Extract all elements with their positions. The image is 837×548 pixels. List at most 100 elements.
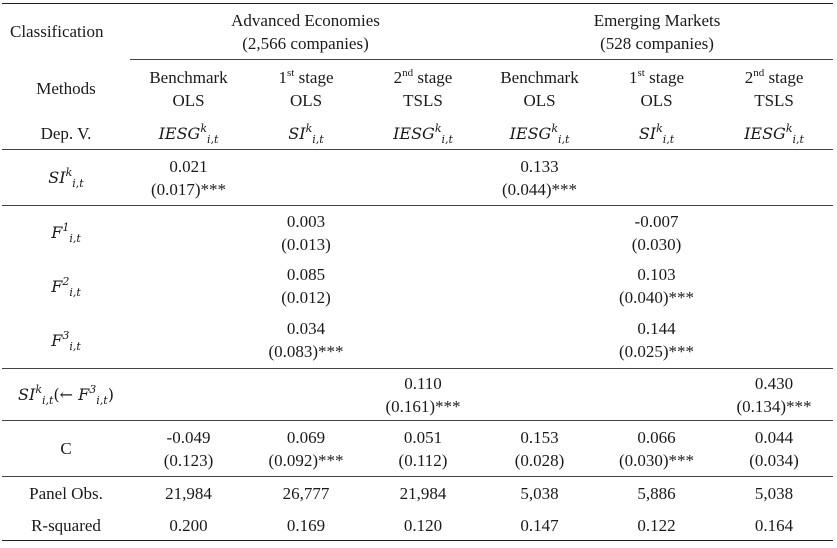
row-panel-obs: Panel Obs. 21,984 26,777 21,984 5,038 5,… [2,476,834,511]
depv-formula: IESGki,t [393,121,453,146]
coefficient: 0.153 [520,427,559,447]
coef-cell: 0.044 (0.034) [715,421,833,477]
method-line1: Benchmark [149,67,228,87]
method-line1: 2nd stage [393,66,453,87]
regression-results-table: Classification Advanced Economies (2,566… [2,3,834,541]
obs-value: 5,038 [754,484,794,504]
coefficient: 0.430 [754,373,794,393]
coef-cell: 0.133 (0.044)*** [481,150,598,206]
row-si-instrumented: SIki,t(← F3i,t) 0.110 (0.161)*** 0.430 (0.… [2,368,834,421]
obs-value: 21,984 [165,484,212,504]
header-methods-row: Methods Benchmark OLS 1st stage OLS 2nd … [2,60,833,118]
depv-formula: IESGki,t [509,121,570,146]
depv-label: Dep. V. [40,123,92,143]
method-header: 2nd stage TSLS [365,60,481,118]
group-header-emerging: Emerging Markets (528 companies) [481,3,834,60]
std-error: (0.112) [398,450,448,470]
depv-formula: IESGki,t [744,121,804,146]
row-label-f2: F2i,t [51,274,81,299]
coef-cell [130,260,247,313]
std-error: (0.161)*** [385,396,461,416]
coef-cell: 0.144 (0.025)*** [598,313,715,369]
method-header: Benchmark OLS [481,60,598,118]
row-label-r-squared: R-squared [31,515,101,535]
method-line2: OLS [289,90,323,110]
coef-cell [247,369,365,421]
row-f2: F2i,t 0.085 (0.012) 0.103 (0.040)*** [2,260,833,313]
group-count: (528 companies) [600,33,714,53]
coef-cell [715,260,833,313]
coef-cell: 0.085 (0.012) [247,260,365,313]
header-classification-row: Classification Advanced Economies (2,566… [2,3,834,60]
method-line1: Benchmark [500,67,579,87]
coefficient: 0.066 [637,427,676,447]
std-error: (0.044)*** [501,179,578,199]
coef-cell [130,206,247,260]
coef-cell [598,369,715,421]
std-error: (0.134)*** [736,396,812,416]
std-error: (0.012) [281,288,331,307]
obs-value: 5,038 [520,484,559,504]
coef-cell: 0.103 (0.040)*** [598,260,715,313]
coef-cell: 0.034 (0.083)*** [247,313,365,369]
row-constant: C -0.049 (0.123) 0.069 (0.092)*** 0.051 (0.… [2,420,834,477]
coef-cell: 0.021 (0.017)*** [130,150,247,206]
coef-cell [481,369,598,421]
coef-cell: 0.069 (0.092)*** [247,421,365,477]
coef-cell [715,150,833,206]
coefficient: 0.003 [286,211,326,231]
std-error: (0.040)*** [618,288,695,307]
depv-formula: SIki,t [288,121,324,146]
coef-cell: 0.430 (0.134)*** [715,369,833,421]
coef-cell: 0.066 (0.030)*** [598,421,715,477]
methods-label: Methods [36,79,96,98]
std-error: (0.028) [514,450,565,470]
row-label-si: SIki,t [48,166,84,190]
method-line2: OLS [172,90,205,110]
std-error: (0.092)*** [268,450,344,470]
method-header: Benchmark OLS [130,60,247,118]
coef-cell [365,260,481,313]
row-label-f3: F3i,t [51,328,81,353]
r2-value: 0.169 [286,515,326,535]
group-name: Advanced Economies [231,10,380,30]
coef-cell [365,313,481,369]
row-r-squared: R-squared 0.200 0.169 0.120 0.147 0.122 … [2,511,834,541]
coef-cell [247,150,365,206]
method-line2: OLS [640,90,673,110]
depv-formula: SIki,t [638,121,675,146]
r2-value: 0.164 [754,515,794,535]
coef-cell [130,369,247,421]
coef-cell [481,313,598,369]
row-label-si-instrumented: SIki,t(← F3i,t) [18,383,114,407]
r2-value: 0.147 [520,515,559,535]
coefficient: 0.133 [520,156,559,176]
coef-cell: 0.110 (0.161)*** [365,369,481,421]
coef-cell [365,206,481,260]
coefficient: 0.034 [286,319,326,339]
obs-value: 21,984 [399,484,447,504]
method-line1: 2nd stage [744,66,804,87]
coef-cell: 0.003 (0.013) [247,206,365,260]
coefficient: -0.049 [166,427,211,447]
coef-cell [130,313,247,369]
row-si: SIki,t 0.021 (0.017)*** 0.133 (0.044)*** [2,149,834,206]
coef-cell: 0.051 (0.112) [365,421,481,477]
std-error: (0.034) [749,450,799,470]
method-line2: TSLS [754,90,794,110]
coefficient: 0.103 [637,265,676,284]
group-name: Emerging Markets [593,10,721,30]
row-label-panel-obs: Panel Obs. [29,484,103,504]
std-error: (0.025)*** [618,342,695,362]
std-error: (0.030)*** [618,450,695,470]
method-line2: TSLS [403,90,443,110]
r2-value: 0.200 [169,515,208,535]
group-header-advanced: Advanced Economies (2,566 companies) [130,3,482,60]
obs-value: 26,777 [282,484,330,504]
coef-cell [715,206,833,260]
row-label-f1: F1i,t [51,221,81,246]
coefficient: 0.051 [403,427,443,447]
coef-cell [598,150,715,206]
row-label-constant: C [60,439,72,458]
